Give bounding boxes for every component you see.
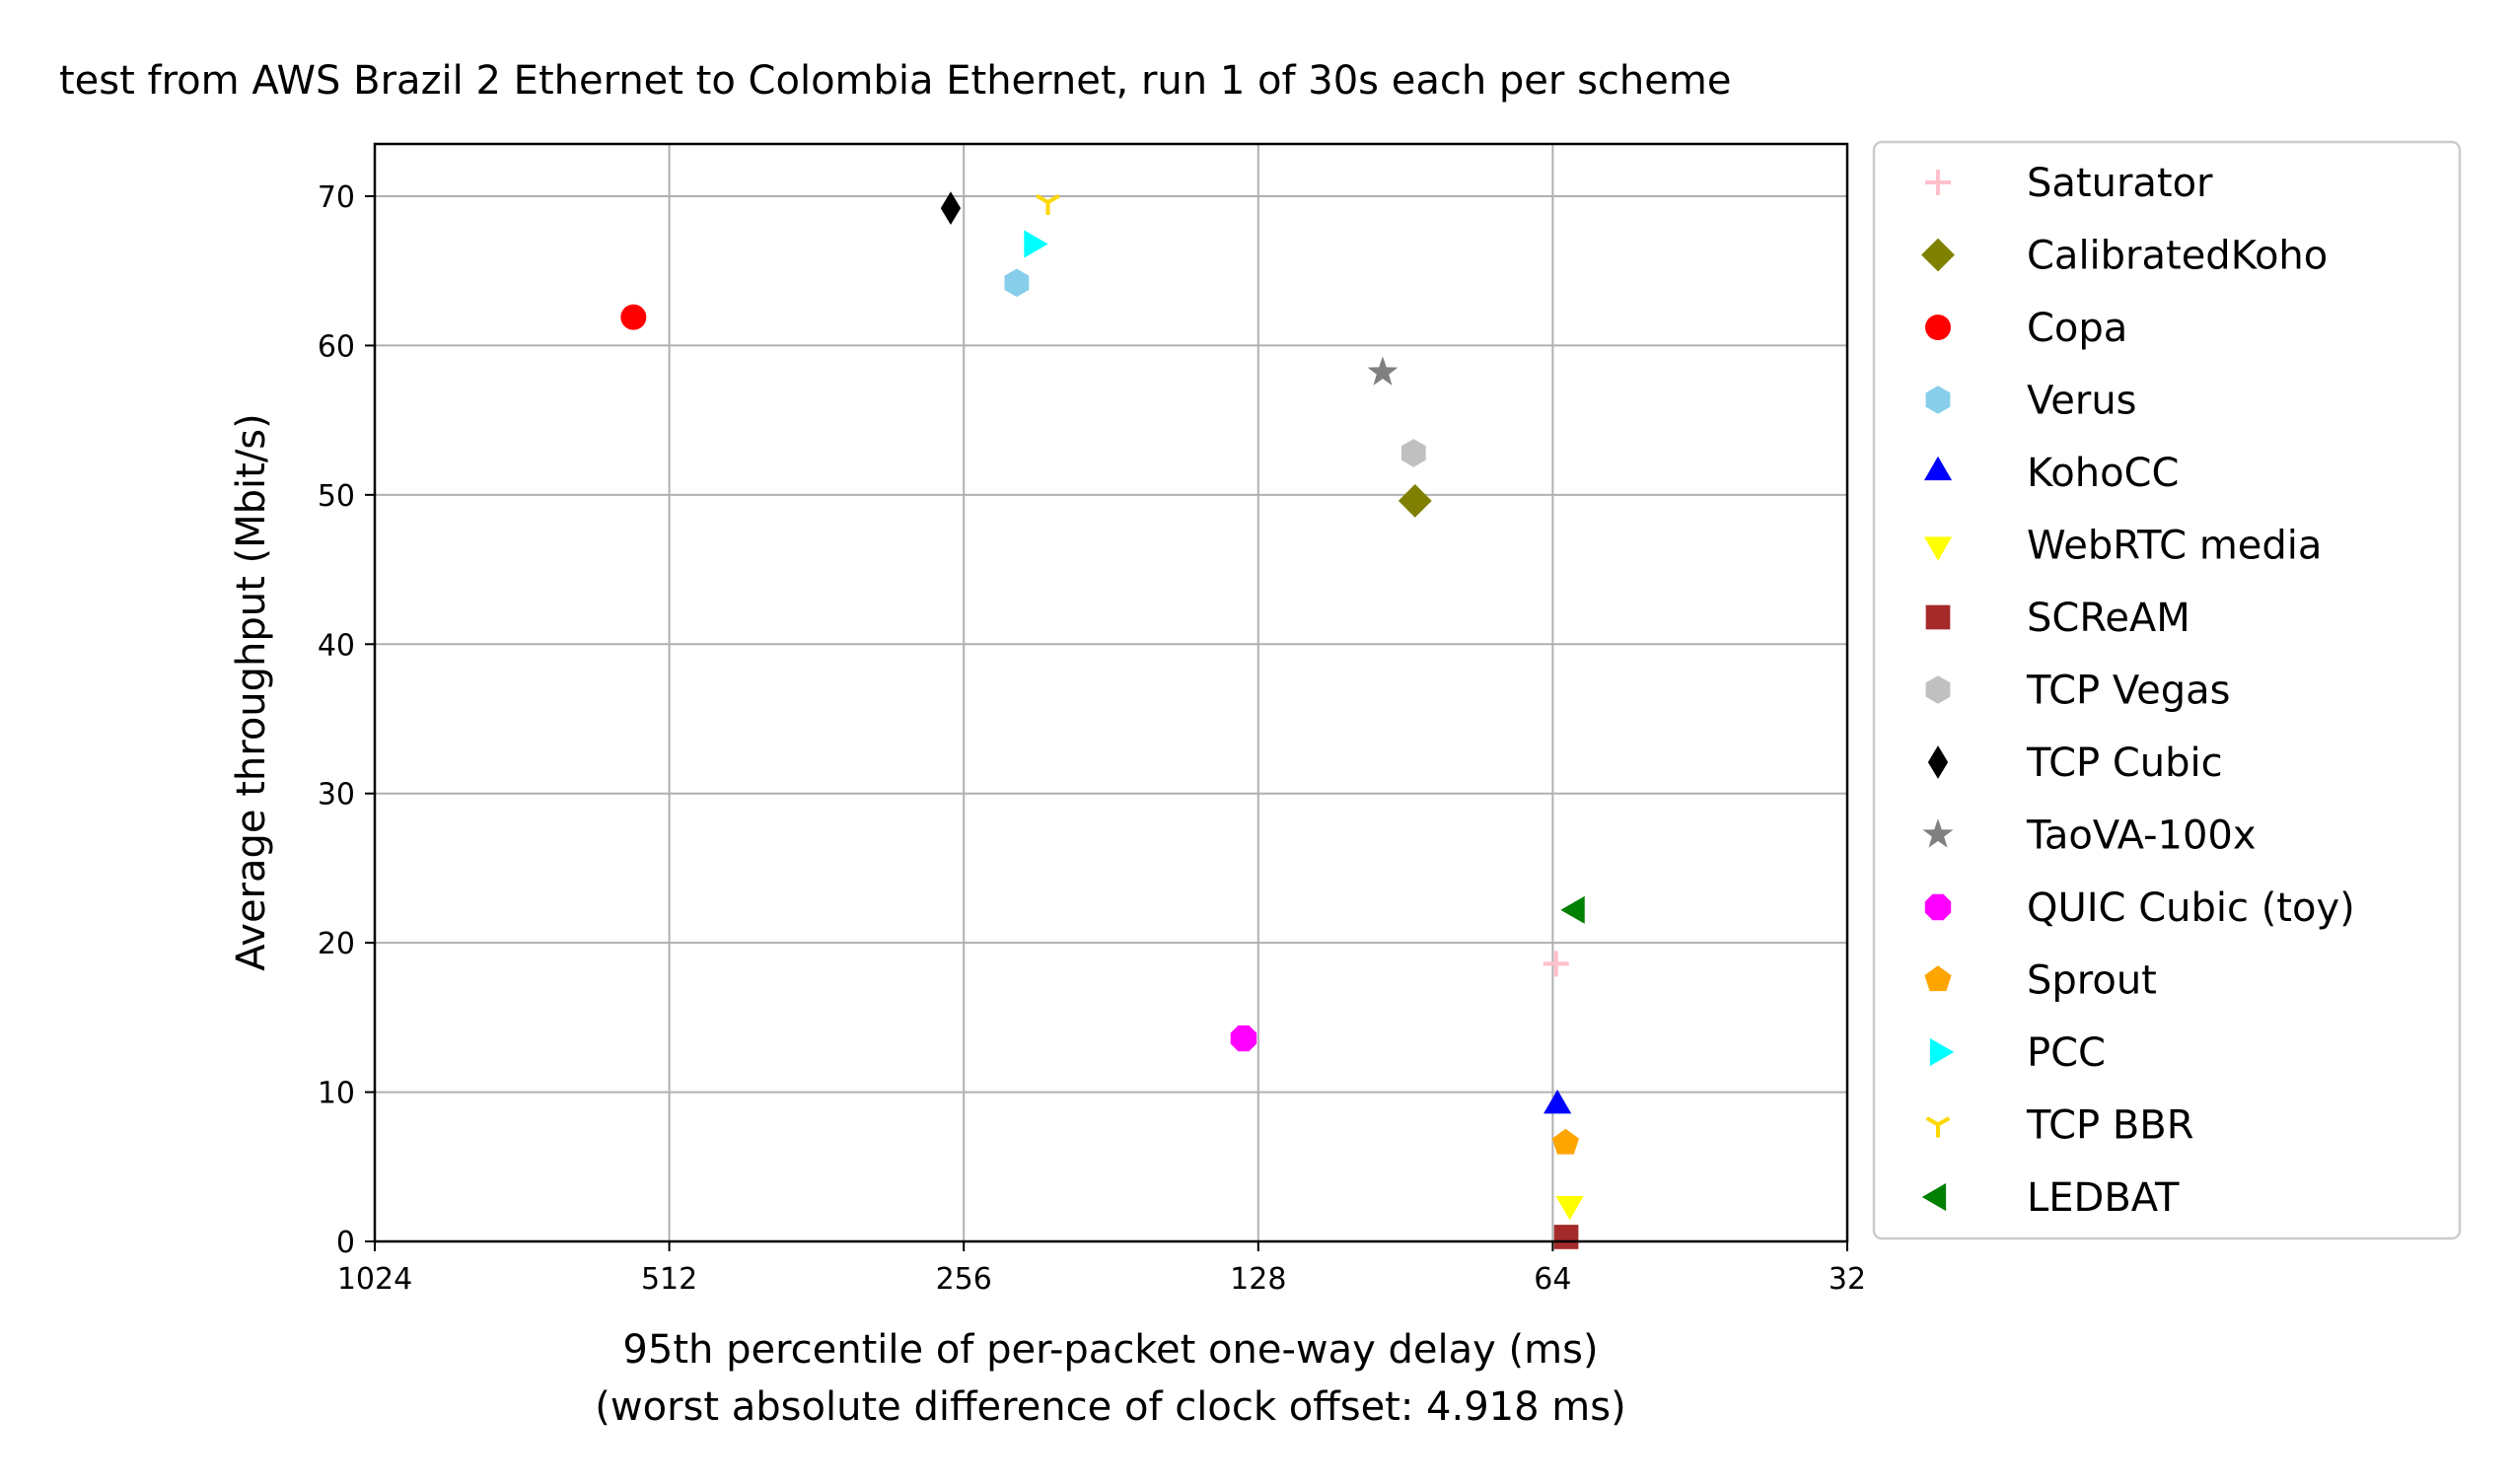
legend-label: KohoCC [2027, 451, 2179, 496]
y-axis-label: Average throughput (Mbit/s) [229, 413, 274, 971]
data-point [1367, 356, 1399, 386]
legend-marker [1925, 170, 1951, 195]
y-tick-label: 20 [318, 927, 355, 961]
legend-label: Verus [2027, 379, 2137, 424]
legend-frame [1872, 140, 2462, 1240]
y-tick-label: 70 [318, 180, 355, 215]
data-point [1553, 1225, 1579, 1249]
data-point [1036, 193, 1060, 216]
data-point [1555, 1196, 1584, 1221]
grid [374, 144, 1848, 1242]
x-axis-label: 95th percentile of per-packet one-way de… [622, 1327, 1598, 1373]
y-tick-label: 30 [318, 778, 355, 813]
legend-label: Copa [2027, 306, 2127, 351]
legend-marker [1924, 893, 1952, 921]
data-points [620, 191, 1585, 1249]
data-point [1230, 1025, 1257, 1052]
legend-marker [1923, 536, 1953, 561]
x-tick-label: 512 [641, 1262, 697, 1297]
data-point [1004, 268, 1030, 298]
legend-marker [1925, 386, 1951, 414]
legend-marker [1925, 1116, 1951, 1138]
legend-marker [1922, 818, 1954, 848]
data-point [1400, 439, 1426, 467]
legend-label: Sprout [2027, 958, 2157, 1004]
data-point [1398, 484, 1432, 518]
plot-frame [373, 142, 1849, 1243]
x-tick-label: 128 [1230, 1262, 1286, 1297]
legend-label: Saturator [2027, 161, 2213, 206]
data-point [1543, 1089, 1572, 1114]
x-tick-label: 256 [936, 1262, 992, 1297]
legend-marker [1924, 965, 1952, 992]
legend-label: TCP Cubic [2026, 741, 2223, 786]
data-point [1543, 951, 1569, 977]
data-point [1551, 1128, 1579, 1155]
y-tick-label: 50 [318, 479, 355, 514]
legend-label: SCReAM [2027, 596, 2190, 641]
legend-label: WebRTC media [2027, 524, 2322, 569]
legend-marker [1925, 315, 1951, 340]
legend-label: TCP Vegas [2026, 669, 2230, 714]
y-tick-label: 60 [318, 329, 355, 364]
legend-label: TCP BBR [2026, 1103, 2194, 1149]
legend-label: QUIC Cubic (toy) [2027, 885, 2355, 931]
legend-marker [1921, 238, 1955, 272]
legend-label: LEDBAT [2027, 1175, 2180, 1221]
legend: Saturator CalibratedKoho Copa Verus KohoCC We… [1872, 140, 2462, 1240]
legend-marker [1923, 456, 1953, 481]
y-tick-label: 40 [318, 628, 355, 663]
y-tick-label: 0 [336, 1226, 355, 1260]
y-tick-label: 10 [318, 1077, 355, 1111]
x-tick-label: 64 [1534, 1262, 1571, 1297]
x-axis-sublabel: (worst absolute difference of clock offs… [595, 1384, 1625, 1430]
legend-marker [1927, 745, 1949, 779]
legend-marker [1929, 1037, 1955, 1067]
legend-label: TaoVA-100x [2026, 813, 2257, 859]
legend-marker [1921, 1182, 1947, 1212]
x-axis-ticks: 1024 512 256 128 64 32 [337, 1241, 1866, 1297]
x-tick-label: 32 [1829, 1262, 1866, 1297]
x-tick-label: 1024 [337, 1262, 412, 1297]
data-point [1560, 895, 1585, 924]
legend-marker [1925, 675, 1951, 704]
legend-label: CalibratedKoho [2027, 234, 2328, 279]
chart-title: test from AWS Brazil 2 Ethernet to Colom… [59, 58, 1731, 104]
legend-label: PCC [2027, 1030, 2106, 1076]
data-point [1024, 230, 1048, 258]
legend-marker [1925, 604, 1951, 630]
data-point [620, 304, 647, 330]
data-point [940, 191, 962, 226]
y-axis-ticks: 0 10 20 30 40 50 60 70 [318, 180, 375, 1260]
